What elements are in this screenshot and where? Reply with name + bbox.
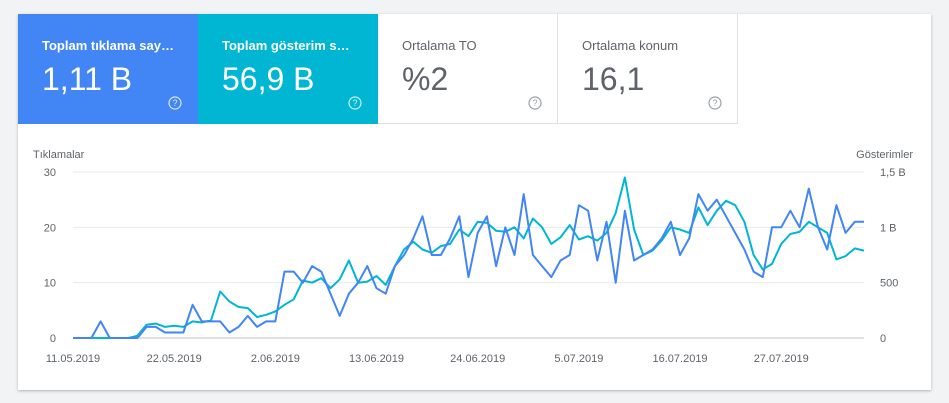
svg-text:?: ?: [532, 98, 537, 108]
total-impressions-value: 56,9 B: [222, 61, 315, 97]
right-axis-tick: 500: [880, 278, 898, 290]
x-axis-tick: 22.05.2019: [147, 353, 202, 365]
x-axis-tick: 24.06.2019: [450, 353, 505, 365]
clicks-series-line: [73, 187, 864, 339]
left-axis-tick: 30: [44, 167, 56, 179]
help-icon[interactable]: ?: [528, 96, 542, 110]
right-axis-tick: 0: [880, 333, 886, 345]
total-clicks-value: 1,11 B: [42, 61, 133, 97]
average-position-value: 16,1: [582, 61, 645, 97]
total-impressions-tile[interactable]: Toplam gösterim sayısı 56,9 B ?: [198, 14, 378, 124]
average-ctr-tile[interactable]: Ortalama TO %2 ?: [378, 14, 558, 124]
impressions-series-line: [73, 176, 865, 339]
svg-text:?: ?: [352, 98, 357, 108]
metric-tiles: Toplam tıklama sayısı 1,11 B ? Toplam gö…: [18, 14, 738, 124]
total-clicks-tile[interactable]: Toplam tıklama sayısı 1,11 B ?: [18, 14, 198, 124]
right-axis-title: Gösterimler: [856, 149, 913, 161]
help-icon[interactable]: ?: [348, 96, 362, 110]
performance-card: Toplam tıklama sayısı 1,11 B ? Toplam gö…: [18, 14, 931, 390]
svg-text:?: ?: [712, 98, 717, 108]
right-axis-tick: 1 B: [880, 222, 897, 234]
x-axis-tick: 27.07.2019: [754, 353, 809, 365]
left-axis-tick: 20: [44, 222, 56, 234]
x-axis-tick: 2.06.2019: [251, 353, 300, 365]
performance-chart[interactable]: Tıklamalar Gösterimler 0 0 10 500 20 1 B 30 1,5…: [18, 14, 931, 390]
help-icon[interactable]: ?: [168, 96, 182, 110]
left-axis-tick: 0: [50, 333, 56, 345]
left-axis-title: Tıklamalar: [33, 149, 85, 161]
left-axis-tick: 10: [44, 278, 56, 290]
help-icon[interactable]: ?: [708, 96, 722, 110]
x-axis-tick: 5.07.2019: [554, 353, 603, 365]
x-axis-tick: 11.05.2019: [46, 353, 100, 365]
average-position-tile[interactable]: Ortalama konum 16,1 ?: [558, 14, 738, 124]
x-axis-tick: 16.07.2019: [653, 353, 708, 365]
average-ctr-value: %2: [402, 61, 449, 97]
svg-text:?: ?: [172, 98, 177, 108]
x-axis-tick: 13.06.2019: [349, 353, 404, 365]
right-axis-tick: 1,5 B: [880, 167, 906, 179]
